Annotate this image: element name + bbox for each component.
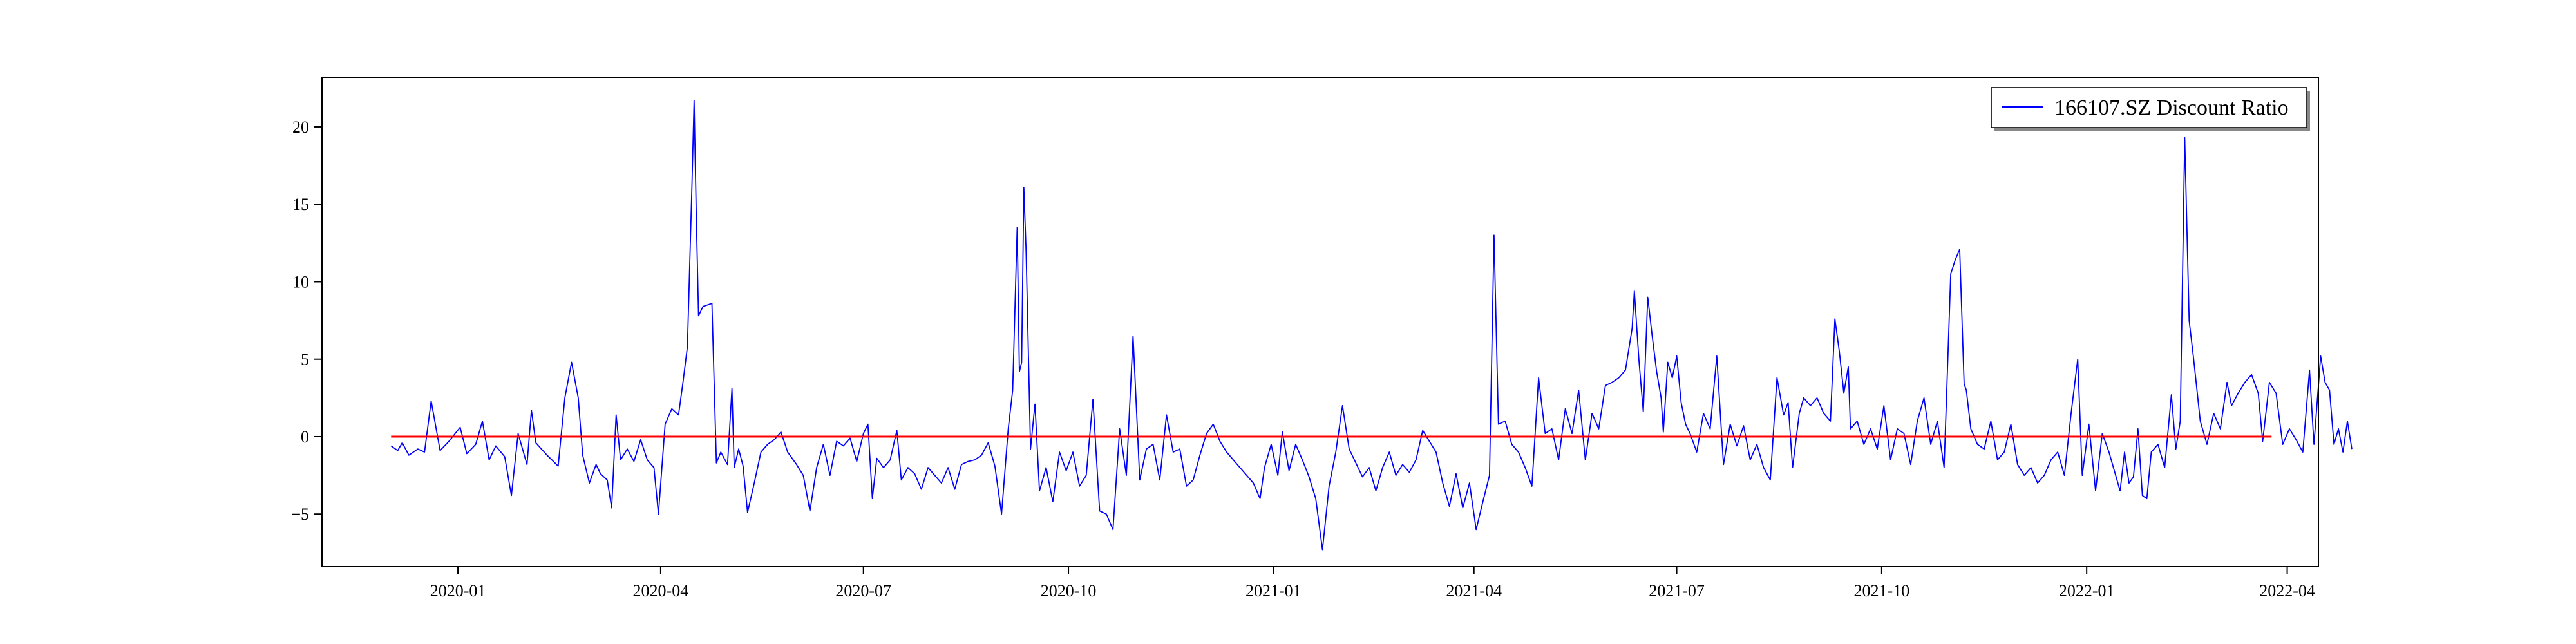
y-tick-label: 5: [301, 350, 309, 369]
x-tick-label: 2020-07: [835, 582, 891, 600]
series-layer: [390, 100, 2353, 551]
x-tick-label: 2020-04: [633, 582, 689, 600]
x-tick-label: 2020-01: [430, 582, 486, 600]
legend-label: 166107.SZ Discount Ratio: [2054, 96, 2289, 120]
y-tick-label: 0: [301, 428, 309, 446]
y-axis: −5 0 5 10 15 20: [291, 118, 322, 524]
y-tick-label: 15: [292, 195, 309, 214]
x-tick-label: 2022-04: [2259, 582, 2315, 600]
y-tick-label: −5: [291, 505, 309, 524]
y-tick-label: 10: [292, 272, 309, 291]
y-tick-label: 20: [292, 118, 309, 137]
plot-frame: [321, 77, 2319, 567]
x-tick-label: 2020-10: [1041, 582, 1097, 600]
x-tick-label: 2021-10: [1854, 582, 1910, 600]
x-tick-label: 2021-04: [1446, 582, 1502, 600]
plot-area: [322, 77, 2318, 567]
legend: 166107.SZ Discount Ratio: [1991, 87, 2310, 131]
x-tick-label: 2021-07: [1649, 582, 1705, 600]
x-axis: 2020-01 2020-04 2020-07 2020-10 2021-01 2021-…: [430, 567, 2315, 600]
legend-box: [1991, 87, 2307, 128]
x-tick-label: 2021-01: [1245, 582, 1302, 600]
series-line-discount-ratio: [390, 100, 2353, 551]
x-tick-label: 2022-01: [2059, 582, 2115, 600]
